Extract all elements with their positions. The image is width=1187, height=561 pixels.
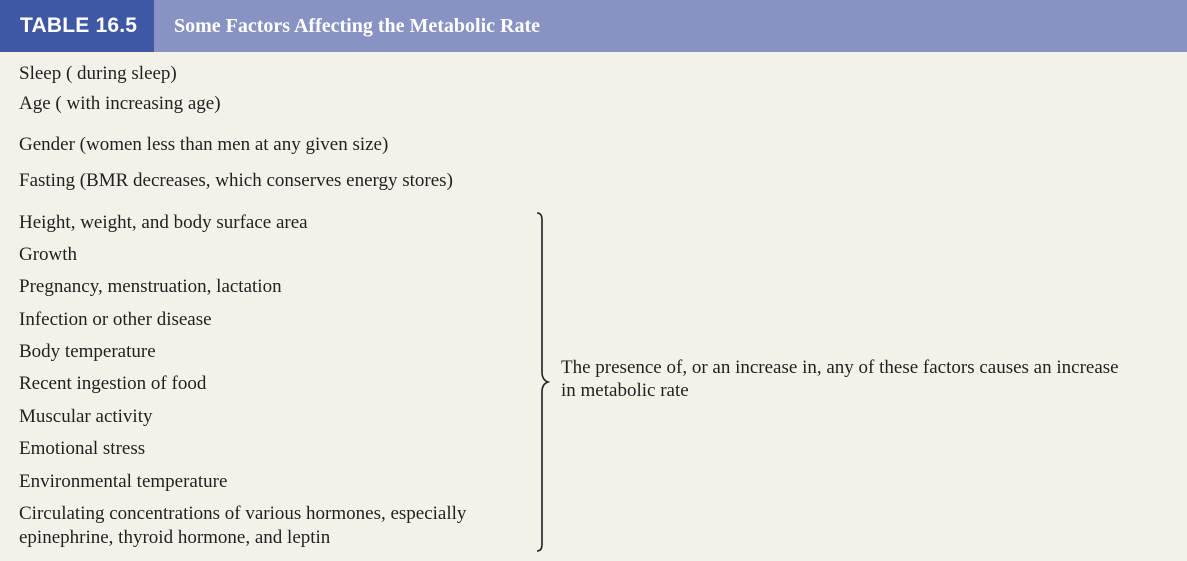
factor-hormones-line1: Circulating concentrations of various ho… bbox=[19, 503, 467, 524]
factor-sleep: Sleep ( during sleep) bbox=[19, 63, 177, 84]
brace-note: The presence of, or an increase in, any … bbox=[561, 356, 1181, 402]
factor-body-size: Height, weight, and body surface area bbox=[19, 212, 308, 233]
factor-growth: Growth bbox=[19, 244, 78, 265]
grouping-brace bbox=[536, 212, 550, 552]
factor-environmental-temperature: Environmental temperature bbox=[19, 471, 228, 492]
table-number-label: TABLE 16.5 bbox=[0, 0, 154, 52]
factor-muscular-activity: Muscular activity bbox=[19, 406, 153, 427]
factor-age: Age ( with increasing age) bbox=[19, 93, 221, 114]
factor-hormones-line2: epinephrine, thyroid hormone, and leptin bbox=[19, 527, 331, 548]
factor-fasting: Fasting (BMR decreases, which conserves … bbox=[19, 170, 453, 191]
factor-food-ingestion: Recent ingestion of food bbox=[19, 373, 207, 394]
factor-body-temperature: Body temperature bbox=[19, 341, 156, 362]
table-title: Some Factors Affecting the Metabolic Rat… bbox=[174, 14, 540, 37]
factor-emotional-stress: Emotional stress bbox=[19, 438, 146, 459]
brace-note-line2: in metabolic rate bbox=[561, 380, 689, 401]
factor-infection: Infection or other disease bbox=[19, 309, 212, 330]
table-header: TABLE 16.5 Some Factors Affecting the Me… bbox=[0, 0, 1187, 52]
factor-pregnancy: Pregnancy, menstruation, lactation bbox=[19, 276, 282, 297]
brace-note-line1: The presence of, or an increase in, any … bbox=[561, 357, 1119, 378]
factor-gender: Gender (women less than men at any given… bbox=[19, 134, 389, 155]
